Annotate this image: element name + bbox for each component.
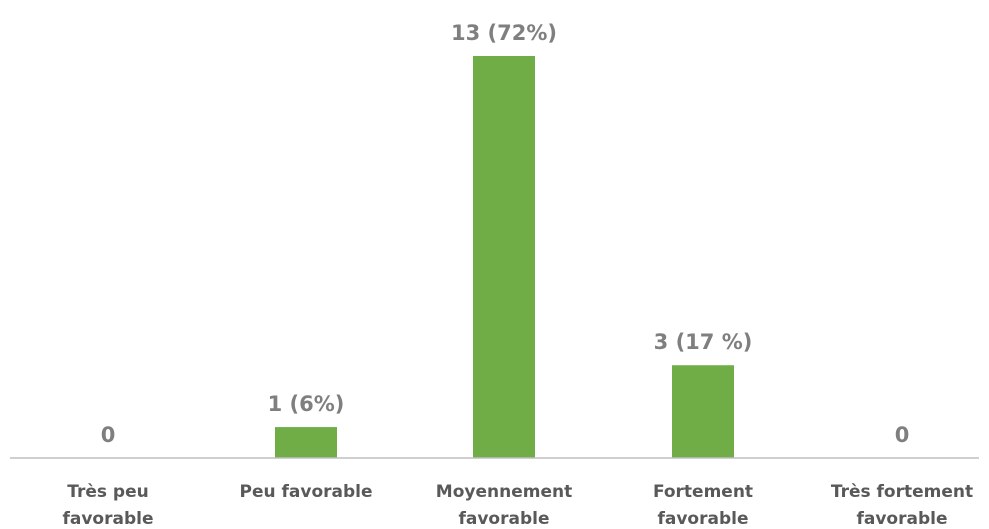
category-label-4: Fortement favorable (653, 482, 753, 529)
data-label-4: 3 (17 %) (654, 330, 753, 354)
bar-4 (672, 365, 734, 458)
category-label-line: favorable (657, 509, 748, 529)
category-label-line: favorable (458, 509, 549, 529)
bar-2 (275, 427, 337, 458)
category-label-1: Très peu favorable (62, 482, 153, 529)
category-label-line: favorable (62, 509, 153, 529)
bars-layer (275, 56, 734, 458)
category-label-line: Très peu (67, 482, 148, 502)
data-label-1: 0 (101, 423, 116, 447)
data-labels-layer: 0 1 (6%) 13 (72%) 3 (17 %) 0 (101, 21, 910, 447)
category-label-line: Fortement (653, 482, 753, 502)
data-label-2: 1 (6%) (268, 392, 345, 416)
bar-3 (473, 56, 535, 458)
category-label-line: Peu favorable (239, 482, 372, 502)
category-label-line: Très fortement (831, 482, 973, 502)
category-labels-layer: Très peu favorable Peu favorable Moyennemen… (62, 482, 973, 529)
category-label-2: Peu favorable (239, 482, 372, 502)
category-label-line: Moyennement (436, 482, 572, 502)
data-label-3: 13 (72%) (451, 21, 557, 45)
category-label-line: favorable (856, 509, 947, 529)
data-label-5: 0 (895, 423, 910, 447)
category-label-3: Moyennement favorable (436, 482, 572, 529)
category-label-5: Très fortement favorable (831, 482, 973, 529)
